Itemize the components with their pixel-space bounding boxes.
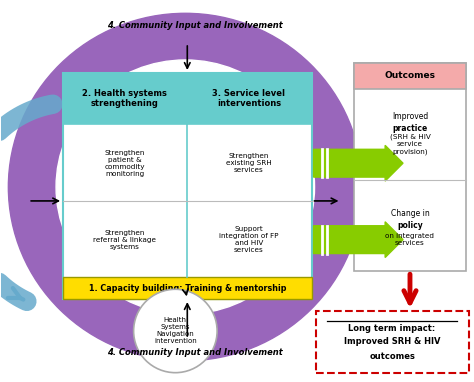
Bar [63, 73, 187, 125]
Bar [63, 73, 187, 125]
Ellipse shape [56, 60, 315, 314]
Text: Support
integration of FP
and HIV
services: Support integration of FP and HIV servic… [219, 226, 279, 253]
Text: 1. Capacity building: Training & mentorship: 1. Capacity building: Training & mentors… [89, 284, 286, 293]
Text: policy: policy [397, 221, 423, 230]
Text: (SRH & HIV
service
provision): (SRH & HIV service provision) [390, 134, 430, 155]
Text: Improved SRH & HIV: Improved SRH & HIV [344, 337, 440, 346]
Text: Improved: Improved [392, 112, 428, 121]
Text: 4. Community Input and Involvement: 4. Community Input and Involvement [108, 21, 283, 30]
Text: Strengthen
patient &
commodity
monitoring: Strengthen patient & commodity monitorin… [104, 150, 145, 177]
Bar [63, 277, 311, 299]
Text: 2. Health systems
strengthening: 2. Health systems strengthening [82, 89, 167, 108]
Text: Long term impact:: Long term impact: [348, 324, 436, 333]
FancyBboxPatch shape [316, 311, 469, 373]
Circle shape [134, 289, 217, 373]
Bar [354, 63, 465, 271]
Text: Health
Systems
Navigation
intervention: Health Systems Navigation intervention [154, 317, 197, 345]
Text: outcomes: outcomes [369, 352, 415, 361]
Text: Strengthen
existing SRH
services: Strengthen existing SRH services [226, 153, 272, 173]
FancyArrow shape [313, 145, 403, 181]
Ellipse shape [9, 13, 362, 361]
FancyArrow shape [313, 222, 403, 257]
Text: Strengthen
referral & linkage
systems: Strengthen referral & linkage systems [93, 230, 156, 250]
Bar [354, 63, 465, 89]
Text: 3. Service level
interventions: 3. Service level interventions [212, 89, 285, 108]
Bar [187, 73, 311, 125]
Text: practice: practice [392, 124, 428, 133]
Text: Outcomes: Outcomes [384, 71, 436, 80]
Bar [63, 73, 311, 299]
Text: Change in: Change in [391, 209, 429, 219]
Bar [187, 73, 311, 125]
Text: on integrated
services: on integrated services [385, 233, 435, 246]
Text: 4. Community Input and Involvement: 4. Community Input and Involvement [108, 348, 283, 357]
